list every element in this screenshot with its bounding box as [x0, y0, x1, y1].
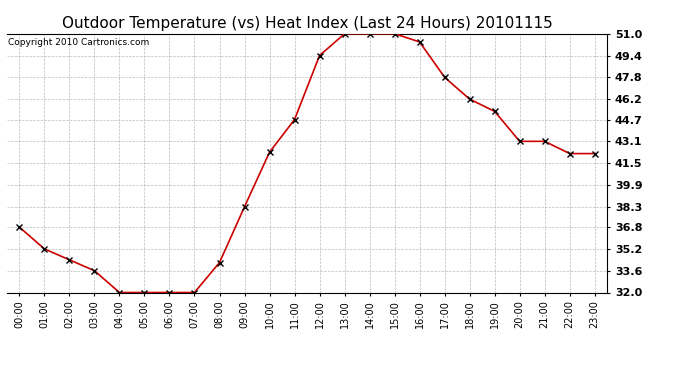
Title: Outdoor Temperature (vs) Heat Index (Last 24 Hours) 20101115: Outdoor Temperature (vs) Heat Index (Las…	[61, 16, 553, 31]
Text: Copyright 2010 Cartronics.com: Copyright 2010 Cartronics.com	[8, 38, 149, 46]
